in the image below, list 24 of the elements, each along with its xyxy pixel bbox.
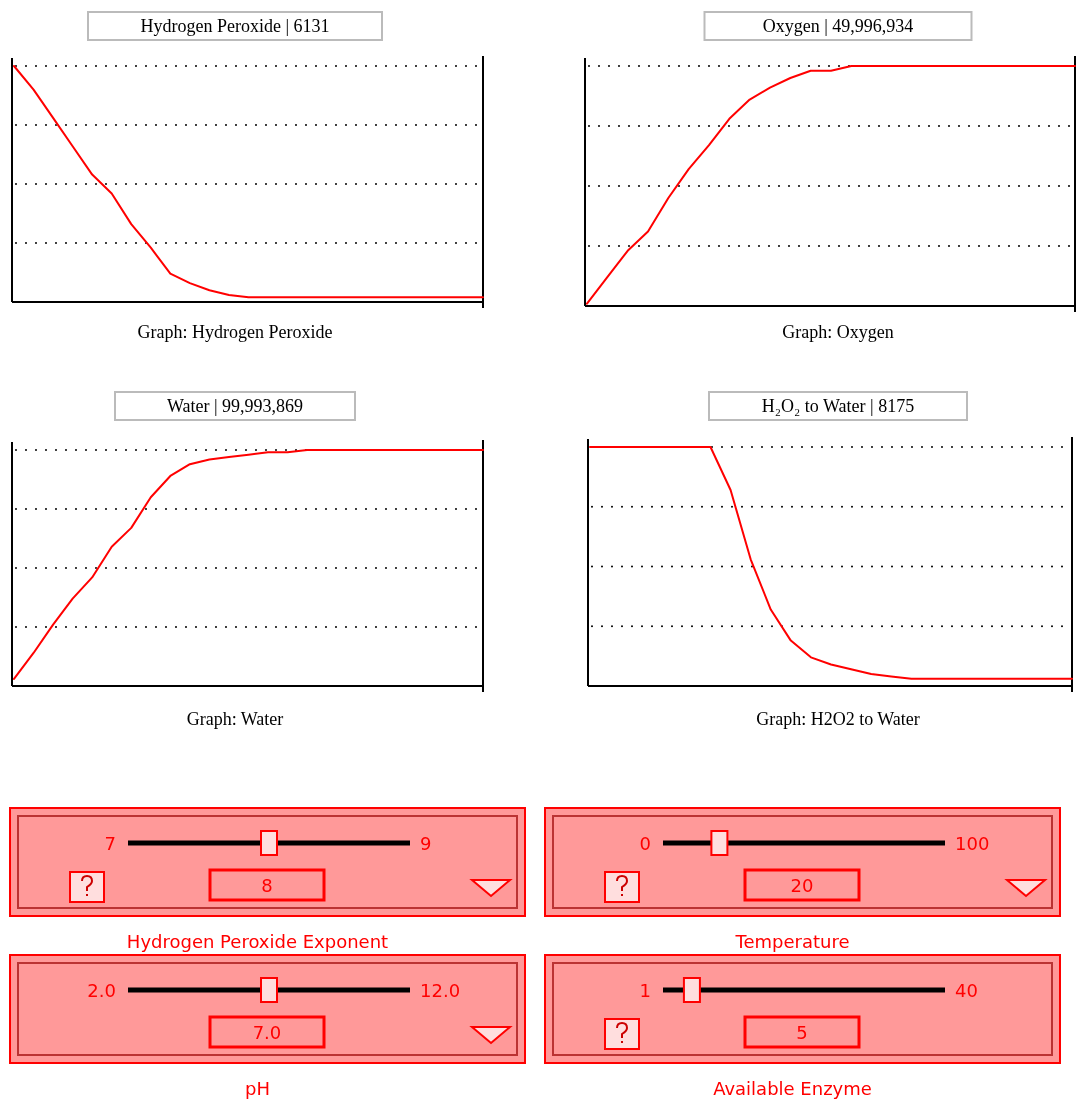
text: 7 [104,833,116,854]
text: 1 [639,980,651,1001]
chart-title: Oxygen | 49,996,934 [762,16,914,36]
text: Hydrogen Peroxide Exponent [126,931,389,952]
text: Available Enzyme [713,1078,872,1099]
text: 7.0 [252,1022,282,1043]
text: Temperature [734,931,850,952]
text: 40 [955,980,978,1001]
chart-title: Water | 99,993,869 [166,396,304,416]
text: 0 [639,833,651,854]
chart-title: Hydrogen Peroxide | 6131 [140,16,330,36]
text: pH [245,1078,270,1099]
text: 2.0 [87,980,116,1001]
text: 5 [796,1022,808,1043]
text: Graph: Hydrogen Peroxide [137,322,333,342]
text: 9 [420,833,432,854]
text: 12.0 [420,980,461,1001]
text: 8 [261,875,273,896]
text: 20 [790,875,814,896]
text: Graph: H2O2 to Water [756,709,920,729]
text: 100 [955,833,990,854]
text: Graph: Water [186,709,284,729]
text: Graph: Oxygen [782,322,894,342]
chart-title: H₂O₂ to Water | 8175 [761,396,915,416]
